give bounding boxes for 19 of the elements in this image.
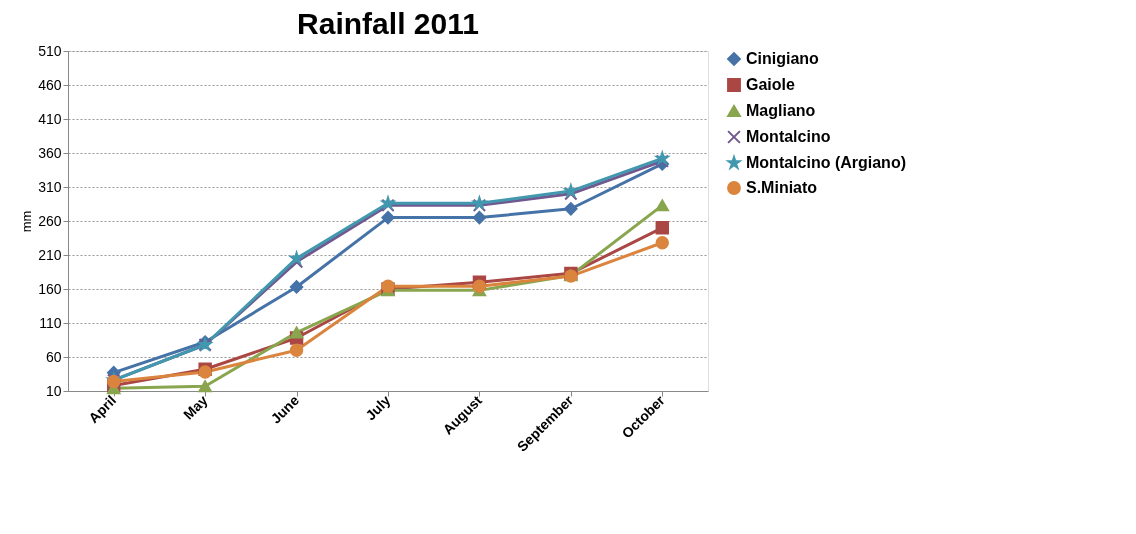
y-axis-title: mm bbox=[19, 210, 35, 233]
y-tick-label: 460 bbox=[38, 76, 62, 93]
y-tick-label: 510 bbox=[38, 42, 62, 59]
y-tick-label: 410 bbox=[38, 110, 62, 127]
y-tick-label: 360 bbox=[38, 144, 62, 161]
y-tick-label: 260 bbox=[38, 212, 62, 229]
y-tick-label: 60 bbox=[45, 348, 62, 365]
legend-label: Montalcino (Argiano) bbox=[746, 154, 906, 171]
y-tick-label: 210 bbox=[38, 246, 62, 263]
legend-label: Cinigiano bbox=[746, 50, 820, 67]
y-tick-label: 160 bbox=[38, 280, 62, 297]
y-tick-label: 10 bbox=[45, 382, 62, 399]
y-tick-label: 110 bbox=[39, 314, 62, 331]
y-tick-label: 310 bbox=[38, 178, 62, 195]
legend-label: Montalcino bbox=[746, 128, 831, 145]
legend-label: Magliano bbox=[746, 102, 816, 119]
legend-label: Gaiole bbox=[746, 76, 796, 93]
chart-title: Rainfall 2011 bbox=[297, 7, 479, 40]
legend-label: S.Miniato bbox=[746, 179, 818, 196]
